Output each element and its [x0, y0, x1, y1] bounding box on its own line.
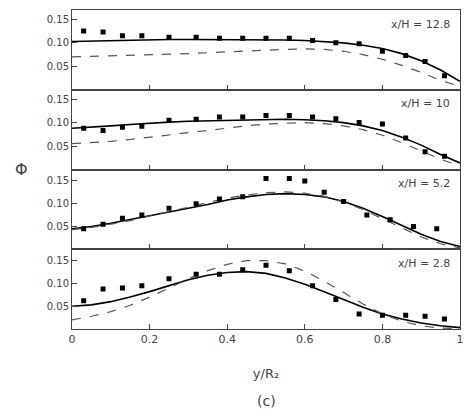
- svg-text:0.6: 0.6: [296, 333, 314, 346]
- svg-text:0.2: 0.2: [141, 333, 159, 346]
- svg-text:0.15: 0.15: [47, 94, 69, 105]
- svg-text:x/H = 12.8: x/H = 12.8: [391, 18, 450, 31]
- svg-text:0: 0: [69, 333, 76, 346]
- svg-text:0.4: 0.4: [218, 333, 236, 346]
- svg-text:x/H = 5.2: x/H = 5.2: [398, 177, 450, 190]
- svg-text:(c): (c): [257, 393, 276, 409]
- svg-text:x/H = 2.8: x/H = 2.8: [398, 257, 450, 270]
- svg-text:0.15: 0.15: [47, 255, 69, 266]
- svg-text:0.8: 0.8: [374, 333, 392, 346]
- svg-text:0.05: 0.05: [47, 301, 69, 312]
- svg-text:y/R₂: y/R₂: [253, 366, 279, 381]
- svg-text:0.15: 0.15: [47, 175, 69, 186]
- svg-text:Φ: Φ: [15, 160, 28, 179]
- svg-text:1: 1: [457, 333, 464, 346]
- svg-text:0.05: 0.05: [47, 221, 69, 232]
- svg-text:0.10: 0.10: [47, 278, 69, 289]
- svg-text:0.10: 0.10: [47, 117, 69, 128]
- svg-text:0.10: 0.10: [47, 198, 69, 209]
- svg-text:0.10: 0.10: [47, 37, 69, 48]
- svg-text:0.05: 0.05: [47, 61, 69, 72]
- svg-text:0.05: 0.05: [47, 141, 69, 152]
- svg-text:0.15: 0.15: [47, 14, 69, 25]
- svg-text:x/H = 10: x/H = 10: [401, 97, 450, 110]
